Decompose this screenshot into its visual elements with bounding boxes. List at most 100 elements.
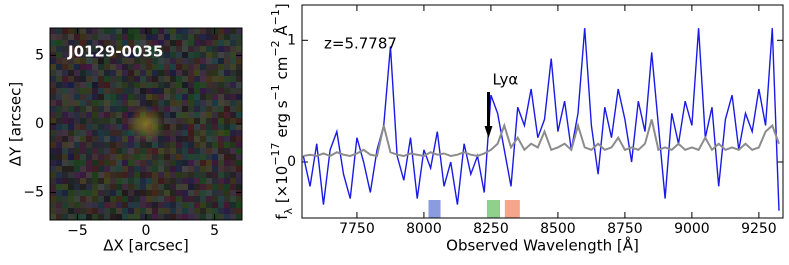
image-pixel [176, 214, 183, 220]
image-pixel [182, 76, 189, 83]
image-pixel [128, 178, 135, 185]
image-pixel [128, 34, 135, 41]
image-pixel [170, 100, 177, 107]
image-pixel [50, 64, 57, 71]
image-pixel [56, 124, 63, 131]
image-pixel [224, 190, 231, 197]
image-pixel [164, 202, 171, 209]
image-pixel [200, 124, 207, 131]
image-pixel [200, 52, 207, 59]
y-axis-label-part: −17 [269, 142, 282, 165]
image-pixel [164, 100, 171, 107]
image-pixel [152, 202, 159, 209]
image-pixel [68, 58, 75, 65]
image-pixel [146, 40, 153, 47]
image-pixel [92, 184, 99, 191]
image-pixel [158, 82, 165, 89]
image-pixel [218, 112, 225, 119]
image-pixel [170, 178, 177, 185]
image-pixel [200, 118, 207, 125]
image-pixel [182, 106, 189, 113]
image-pixel [164, 82, 171, 89]
image-pixel [140, 100, 147, 107]
image-pixel [212, 190, 219, 197]
image-pixel [230, 124, 237, 131]
image-pixel [98, 172, 105, 179]
image-pixel [182, 52, 189, 59]
image-pixel [206, 112, 213, 119]
image-pixel [110, 100, 117, 107]
image-pixel [200, 154, 207, 161]
filter-band [486, 200, 501, 218]
image-pixel [218, 142, 225, 149]
image-pixel [152, 148, 159, 155]
y-axis-label-part: λ [282, 207, 295, 214]
image-pixel [194, 190, 201, 197]
image-pixel [128, 76, 135, 83]
image-pixel [200, 202, 207, 209]
image-pixel [158, 166, 165, 173]
image-pixel [98, 28, 105, 35]
image-pixel [74, 106, 81, 113]
image-pixel [110, 64, 117, 71]
image-pixel [80, 118, 87, 125]
image-pixel [164, 52, 171, 59]
image-pixel [98, 178, 105, 185]
y-axis-label-part: ] [273, 3, 291, 9]
image-pixel [236, 64, 242, 71]
image-pixel [128, 142, 135, 149]
image-pixel [116, 46, 123, 53]
image-pixel [68, 112, 75, 119]
image-pixel [218, 76, 225, 83]
image-pixel [74, 172, 81, 179]
image-pixel [56, 100, 63, 107]
image-pixel [158, 214, 165, 220]
image-pixel [110, 178, 117, 185]
image-pixel [122, 124, 129, 131]
image-pixel [194, 160, 201, 167]
image-pixel [224, 148, 231, 155]
image-pixel [56, 82, 63, 89]
image-pixel [152, 70, 159, 77]
image-pixel [110, 148, 117, 155]
image-pixel [92, 70, 99, 77]
image-pixel [146, 142, 153, 149]
image-pixel [236, 106, 242, 113]
image-pixel [236, 118, 242, 125]
image-pixel [224, 202, 231, 209]
image-pixel [212, 118, 219, 125]
image-pixel [188, 28, 195, 35]
image-pixel [116, 76, 123, 83]
image-pixel [170, 34, 177, 41]
image-pixel [158, 136, 165, 143]
image-pixel [128, 136, 135, 143]
image-pixel [212, 46, 219, 53]
image-pixel [218, 202, 225, 209]
image-pixel [212, 52, 219, 59]
image-pixel [68, 154, 75, 161]
image-pixel [68, 52, 75, 59]
image-pixel [218, 88, 225, 95]
image-pixel [92, 64, 99, 71]
image-pixel [68, 124, 75, 131]
image-pixel [218, 148, 225, 155]
image-pixel [176, 88, 183, 95]
image-pixel [110, 142, 117, 149]
image-pixel [116, 130, 123, 137]
image-pixel [188, 202, 195, 209]
image-pixel [212, 202, 219, 209]
image-pixel [170, 58, 177, 65]
image-pixel [206, 202, 213, 209]
image-pixel [224, 94, 231, 101]
image-pixel [50, 40, 57, 47]
image-pixel [74, 94, 81, 101]
image-pixel [116, 142, 123, 149]
image-pixel [86, 142, 93, 149]
image-pixel [62, 112, 69, 119]
image-pixel [68, 70, 75, 77]
image-pixel [104, 154, 111, 161]
image-pixel [176, 166, 183, 173]
image-pixel [182, 70, 189, 77]
image-pixel [74, 142, 81, 149]
image-pixel [188, 64, 195, 71]
